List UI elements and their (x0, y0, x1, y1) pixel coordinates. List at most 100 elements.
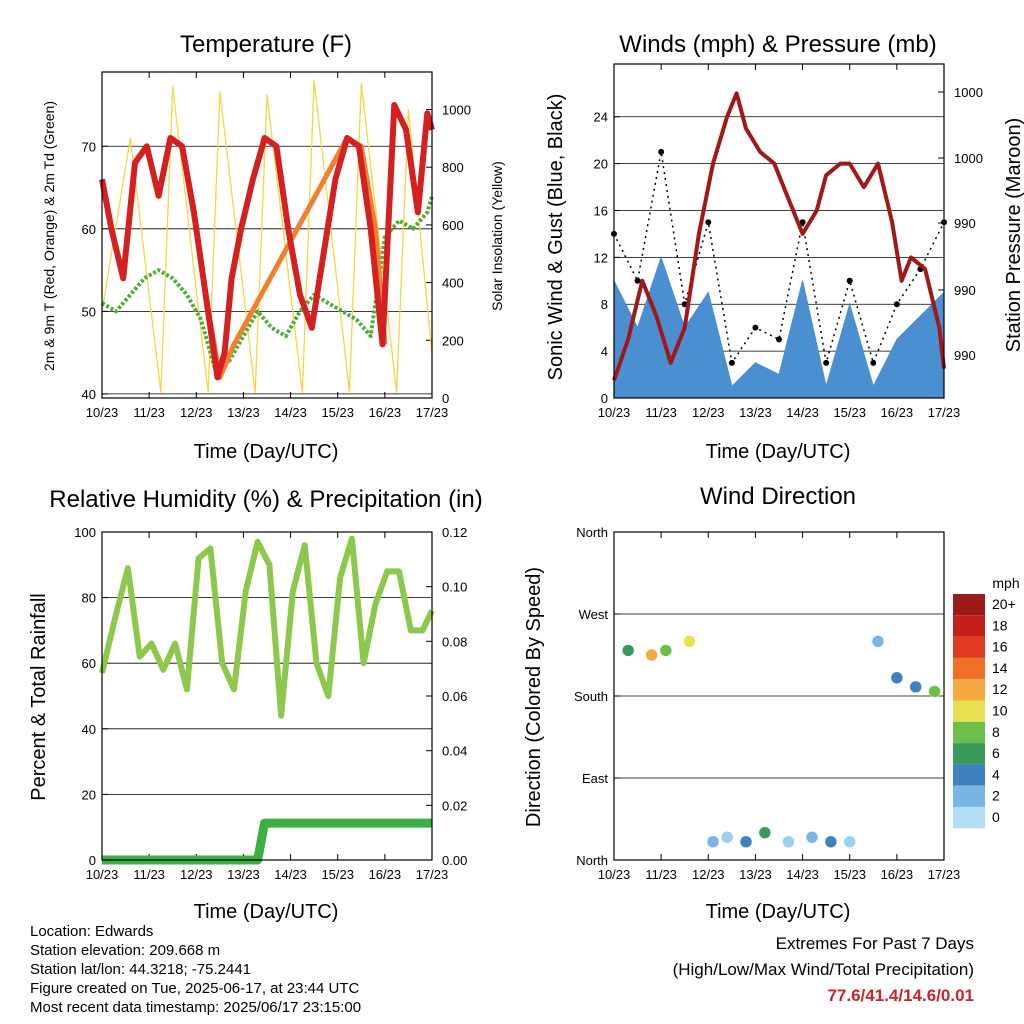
temp-x-tick-label: 13/23 (227, 405, 260, 420)
direction-point (871, 635, 885, 648)
direction-point (645, 648, 658, 662)
speed-legend-swatch (953, 594, 985, 616)
pressure-series (612, 91, 946, 382)
temp-x-tick-label: 10/23 (86, 405, 119, 420)
winds-y-tick-label: 20 (594, 157, 608, 172)
rh-x-tick-label: 17/23 (416, 867, 449, 882)
direction-point (805, 830, 819, 844)
humidity-x-label: Time (Day/UTC) (194, 901, 339, 923)
speed-legend-label: 14 (992, 660, 1008, 676)
speed-legend-swatch (953, 615, 985, 637)
winds-y-tick-label: 24 (594, 110, 608, 125)
dir-y-tick-label: East (582, 771, 608, 786)
speed-legend-swatch (953, 636, 985, 658)
temp-plot-frame (101, 71, 433, 399)
winds-x-tick-label: 13/23 (739, 405, 772, 420)
dir-x-tick-label: 13/23 (739, 867, 772, 882)
speed-legend-label: 18 (992, 617, 1008, 633)
speed-legend-swatch (953, 807, 985, 829)
winds-y-tick-label: 4 (601, 344, 608, 359)
rh-y2-tick-label: 0.12 (442, 525, 467, 540)
direction-point (758, 826, 772, 839)
created-text: Figure created on Tue, 2025-06-17, at 23… (30, 980, 360, 997)
winds-x-tick-label: 10/23 (598, 405, 631, 420)
dir-plot-frame (613, 531, 945, 861)
rh-y-tick-label: 0 (89, 853, 96, 868)
wind-direction-x-label: Time (Day/UTC) (706, 901, 851, 923)
dir-y-tick-label: West (579, 607, 609, 622)
rh-y2-tick-label: 0.10 (442, 580, 467, 595)
speed-legend-label: 2 (992, 788, 1000, 804)
extremes-heading: Extremes For Past 7 Days (775, 934, 974, 953)
speed-legend: 20+ 18 16 14 12 10 8 6 4 2 0 (953, 594, 1016, 829)
speed-legend-label: 0 (992, 809, 1000, 825)
winds-y2-tick-label: 1000 (954, 85, 983, 100)
location-text: Location: Edwards (30, 923, 154, 940)
speed-legend-swatch (953, 721, 985, 744)
temp-series-0 (99, 102, 435, 381)
temperature-panel: Temperature (F) Time (Day/UTC) 2m & 9m T… (41, 31, 505, 463)
temp-y2-tick-label: 1000 (442, 103, 471, 118)
direction-point (720, 830, 734, 844)
gust-point (705, 219, 712, 226)
temp-y-tick-label: 50 (82, 304, 96, 319)
winds-x-tick-label: 17/23 (928, 405, 961, 420)
temp-x-tick-label: 14/23 (274, 405, 307, 420)
direction-point (621, 644, 635, 657)
extremes-values: 77.6/41.4/14.6/0.01 (827, 986, 974, 1005)
winds-y2-tick-label: 990 (954, 283, 976, 298)
temp-x-tick-label: 15/23 (321, 405, 354, 420)
rh-x-tick-label: 13/23 (227, 867, 260, 882)
dir-x-tick-label: 11/23 (645, 867, 677, 882)
direction-point (782, 835, 795, 849)
winds-y-label: Sonic Wind & Gust (Blue, Black) (545, 94, 567, 381)
speed-legend-swatch (953, 785, 985, 807)
wind-direction-y-label: Direction (Colored By Speed) (523, 567, 545, 827)
temp-y-tick-label: 60 (82, 222, 96, 237)
pressure-y-label: Station Pressure (Maroon) (1003, 118, 1024, 353)
wind-direction-title: Wind Direction (700, 483, 856, 510)
rh-y-tick-label: 40 (82, 722, 96, 737)
latlon-text: Station lat/lon: 44.3218; -75.2441 (30, 961, 252, 978)
direction-point (928, 685, 941, 698)
rh-y2-tick-label: 0.02 (442, 798, 467, 813)
winds-x-tick-label: 14/23 (786, 405, 819, 420)
rh-y-tick-label: 80 (82, 591, 96, 606)
gust-point (658, 148, 665, 155)
temp-y2-tick-label: 200 (442, 333, 464, 348)
rh-series (99, 535, 435, 719)
rh-x-tick-label: 12/23 (180, 867, 213, 882)
gust-point (846, 277, 853, 284)
direction-point (909, 680, 922, 694)
direction-point (683, 635, 696, 648)
recent-text: Most recent data timestamp: 2025/06/17 2… (30, 999, 362, 1016)
elevation-text: Station elevation: 209.668 m (30, 942, 221, 959)
direction-point (659, 644, 673, 657)
winds-x-tick-label: 11/23 (645, 405, 677, 420)
winds-x-tick-label: 12/23 (692, 405, 725, 420)
temperature-y-label: 2m & 9m T (Red, Orange) & 2m Td (Green) (41, 101, 57, 371)
winds-panel: Winds (mph) & Pressure (mb) Time (Day/UT… (545, 31, 1024, 463)
humidity-panel: Relative Humidity (%) & Precipitation (i… (28, 486, 483, 923)
temp-y2-tick-label: 400 (442, 276, 464, 291)
rh-y-tick-label: 60 (82, 656, 96, 671)
temp-y-tick-label: 70 (82, 139, 96, 154)
temp-x-tick-label: 17/23 (416, 405, 449, 420)
temp-y2-tick-label: 800 (442, 160, 464, 175)
gust-point (823, 359, 830, 366)
rh-y2-tick-label: 0.06 (442, 689, 467, 704)
rh-y2-tick-label: 0.04 (442, 744, 467, 759)
dir-x-tick-label: 15/23 (833, 867, 866, 882)
dir-y-tick-label: North (576, 525, 608, 540)
winds-y-tick-label: 16 (594, 203, 608, 218)
speed-legend-label: 20+ (992, 596, 1016, 612)
speed-legend-label: 4 (992, 766, 1000, 782)
winds-x-label: Time (Day/UTC) (706, 441, 851, 463)
direction-point (824, 835, 838, 849)
winds-x-tick-label: 16/23 (881, 405, 914, 420)
speed-legend-swatch (953, 657, 985, 680)
rh-y-tick-label: 100 (74, 525, 96, 540)
rh-x-tick-label: 11/23 (133, 867, 165, 882)
dir-y-tick-label: North (576, 853, 608, 868)
